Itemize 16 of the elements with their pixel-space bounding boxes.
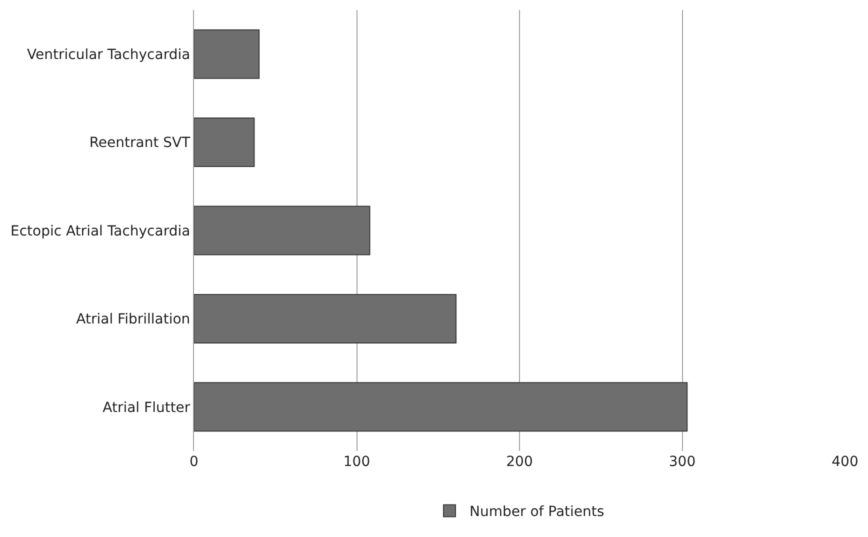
x-tick-label: 400: [832, 454, 858, 470]
y-tick-label: Ectopic Atrial Tachycardia: [10, 223, 190, 240]
y-tick-label: Reentrant SVT: [89, 135, 191, 152]
legend-label: Number of Patients: [470, 504, 604, 520]
y-tick-label: Ventricular Tachycardia: [27, 47, 190, 63]
y-tick-label: Atrial Flutter: [102, 400, 190, 416]
x-tick-label: 300: [668, 454, 696, 470]
bar: [194, 29, 260, 79]
bar: [194, 206, 370, 256]
bar: [194, 118, 255, 168]
x-tick-label: 200: [506, 454, 533, 470]
bar: [194, 294, 457, 344]
x-tick-label: 0: [190, 454, 198, 470]
x-tick-label: 100: [343, 454, 370, 470]
y-tick-label: Atrial Fibrillation: [76, 312, 190, 328]
bar: [194, 382, 688, 432]
